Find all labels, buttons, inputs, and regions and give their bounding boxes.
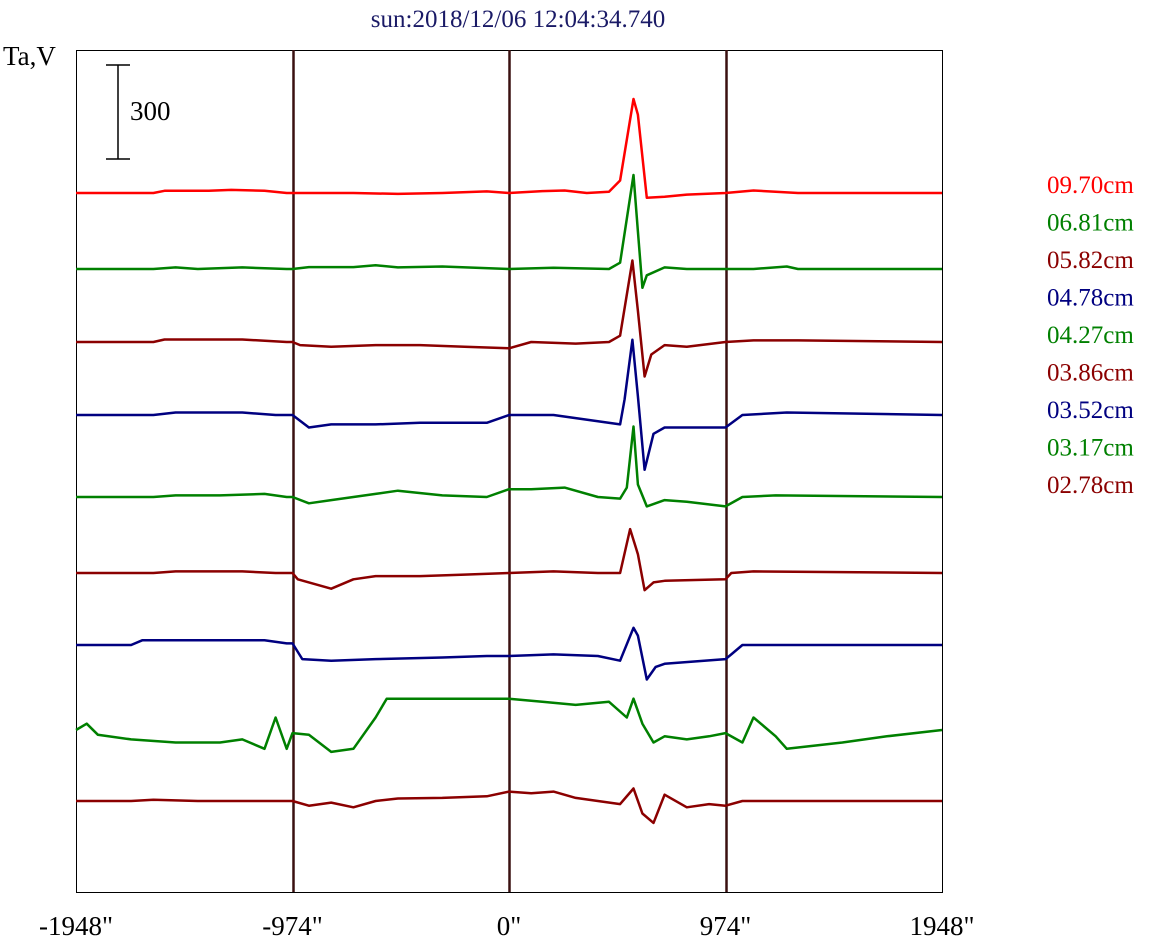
legend-entry: 03.52cm — [1047, 397, 1134, 424]
vertical-lines — [292, 50, 728, 892]
legend-entry: 02.78cm — [1047, 472, 1134, 499]
series-line — [75, 697, 943, 754]
x-tick-label: 974" — [700, 911, 752, 941]
legend-entry: 04.78cm — [1047, 285, 1134, 312]
series-line — [76, 173, 942, 290]
scale-bar: 300 — [106, 64, 171, 160]
legend-entry: 04.27cm — [1047, 322, 1134, 349]
x-tick-label: 0" — [497, 911, 522, 941]
series-line — [76, 97, 942, 199]
x-tick-label: -974" — [262, 911, 323, 941]
legend: 09.70cm 06.81cm 05.82cm 04.78cm 04.27cm 03.86… — [1047, 172, 1134, 499]
x-tick-label: 1948" — [909, 911, 974, 941]
x-tick-label: -1948" — [39, 911, 113, 941]
scale-bar-label: 300 — [130, 96, 171, 126]
series-line — [76, 338, 943, 472]
x-axis-tick-labels: -1948" -974" 0" 974" 1948" — [39, 911, 975, 941]
series-lines — [75, 97, 943, 825]
series-line — [76, 527, 943, 592]
legend-entry: 03.86cm — [1047, 360, 1134, 387]
legend-entry: 09.70cm — [1047, 172, 1134, 199]
legend-entry: 03.17cm — [1047, 435, 1134, 462]
series-line — [76, 259, 943, 378]
series-line — [76, 787, 942, 825]
series-line — [76, 626, 942, 681]
legend-entry: 06.81cm — [1047, 210, 1134, 237]
chart-title: sun:2018/12/06 12:04:34.740 — [371, 6, 665, 33]
legend-entry: 05.82cm — [1047, 247, 1134, 274]
series-line — [76, 425, 943, 508]
y-axis-label: Ta,V — [3, 41, 56, 71]
